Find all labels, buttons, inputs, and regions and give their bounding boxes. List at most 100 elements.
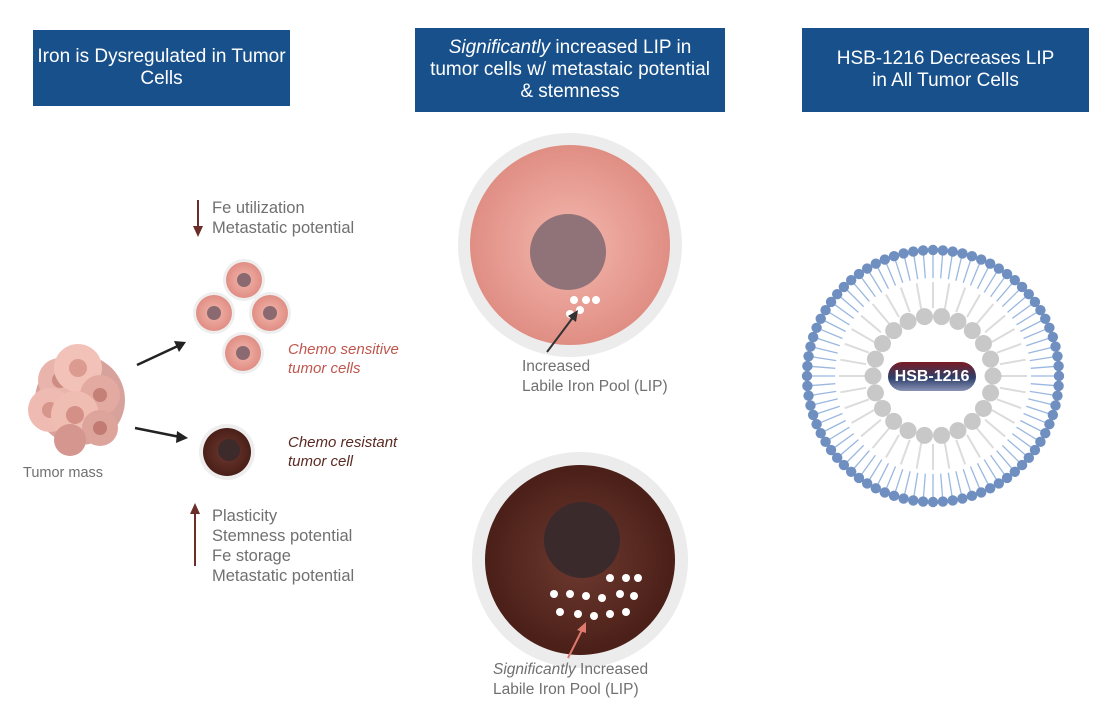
inner-lipid-tail [844, 398, 870, 410]
lipid-head [1044, 419, 1055, 430]
lipid-head [993, 478, 1005, 489]
inner-lipid-tail [840, 386, 867, 394]
lipid-head [888, 250, 900, 262]
inner-lipid-tail [975, 303, 995, 325]
high-lip-label: Significantly Increased Labile Iron Pool… [493, 660, 648, 700]
lipid-head [966, 250, 978, 262]
lipid-tail [940, 473, 944, 498]
lipid-tail [894, 469, 904, 493]
inner-lipid-head [864, 367, 882, 385]
lipid-head [927, 496, 939, 508]
lipid-tail [1011, 303, 1033, 319]
lipid-head [1016, 281, 1028, 293]
lipid-head [1040, 428, 1051, 439]
lipid-tail [816, 405, 840, 415]
inner-lipid-head [984, 367, 1002, 385]
lipid-tail [990, 454, 1006, 476]
resistant-line: Chemo resistant [288, 434, 398, 451]
lipid-head [985, 258, 996, 269]
resistant-line: tumor cell [288, 453, 354, 470]
lipid-tail [1020, 419, 1042, 432]
lipid-tail [1028, 398, 1052, 406]
inner-lipid-head [982, 350, 1000, 368]
inner-lipid-tail [991, 328, 1015, 343]
inner-lipid-head [982, 384, 1000, 402]
lipid-head [838, 281, 850, 293]
drug-label: HSB-1216 [894, 367, 970, 385]
inner-lipid-tail [999, 386, 1026, 394]
lipid-head [879, 254, 890, 265]
inner-lipid-tail [899, 287, 911, 313]
lipid-head [1023, 288, 1035, 300]
inner-lipid-head [963, 322, 981, 340]
down-item: Metastatic potential [212, 219, 355, 237]
lipid-head [838, 459, 850, 471]
inner-lipid-head [949, 312, 967, 330]
lipid-tail [955, 471, 963, 495]
lipid-tail [853, 450, 870, 470]
lipid-tail [828, 311, 850, 326]
down-list: Fe utilization Metastatic potential [212, 198, 354, 238]
inner-lipid-tail [996, 342, 1022, 354]
lipid-tail [812, 356, 837, 362]
lipid-tail [947, 255, 953, 280]
lipid-tail [820, 412, 843, 424]
inner-lipid-head [874, 335, 892, 353]
inner-lipid-head [899, 422, 917, 440]
lipid-tail [820, 328, 843, 340]
lipid-head [802, 380, 813, 392]
lipid-head [801, 370, 813, 382]
lipid-tail [1007, 296, 1027, 313]
lipid-head [820, 304, 831, 316]
header-left-text: Iron is Dysregulated in Tumor Cells [37, 46, 286, 89]
lipid-tail [828, 426, 850, 441]
lipid-tail [816, 337, 840, 347]
inner-lipid-head [885, 322, 903, 340]
lipid-head [853, 472, 865, 484]
lipid-head [1053, 370, 1065, 382]
lipid-head [807, 331, 819, 343]
lipid-head [985, 483, 996, 494]
inner-lipid-tail [871, 427, 891, 449]
header-right: HSB-1216 Decreases LIP in All Tumor Cell… [802, 28, 1089, 112]
inner-lipid-tail [955, 287, 967, 313]
lipid-tail [860, 454, 876, 476]
lipid-tail [1016, 426, 1038, 441]
inner-lipid-tail [966, 434, 981, 458]
inner-lipid-tail [860, 418, 882, 438]
lipid-head [820, 436, 831, 448]
inner-lipid-head [899, 312, 917, 330]
header-left: Iron is Dysregulated in Tumor Cells [33, 30, 290, 106]
lip-label: Increased Labile Iron Pool (LIP) [522, 357, 668, 397]
lipid-head [947, 246, 958, 257]
inner-lipid-head [915, 308, 933, 326]
high-lip-rest: Increased [575, 661, 649, 678]
lipid-head [1052, 390, 1063, 401]
lipid-tail [1007, 439, 1027, 456]
lipid-tail [868, 459, 883, 481]
inner-lipid-tail [899, 439, 911, 465]
lipid-head [861, 478, 873, 489]
lipid-tail [913, 255, 919, 280]
inner-lipid-head [866, 350, 884, 368]
lipid-head [1001, 268, 1013, 280]
lipid-head [957, 248, 968, 259]
lipid-tail [833, 303, 855, 319]
lipid-head [917, 496, 929, 507]
sensitive-cells-icon [193, 259, 291, 374]
sensitive-line: Chemo sensitive [288, 341, 399, 358]
lipid-tail [976, 463, 989, 485]
header-middle-rest: increased LIP in tumor cells w/ metastai… [430, 37, 710, 102]
lipid-tail [1016, 311, 1038, 326]
lipid-head [993, 263, 1005, 274]
lipid-head [947, 495, 958, 506]
lipid-tail [903, 471, 911, 495]
lipid-head [831, 288, 843, 300]
lipid-tail [839, 296, 859, 313]
lipid-head [811, 322, 822, 333]
lipid-tail [1030, 383, 1055, 387]
lipid-tail [1023, 412, 1046, 424]
lipid-head [845, 274, 857, 286]
lipid-tail [839, 439, 859, 456]
